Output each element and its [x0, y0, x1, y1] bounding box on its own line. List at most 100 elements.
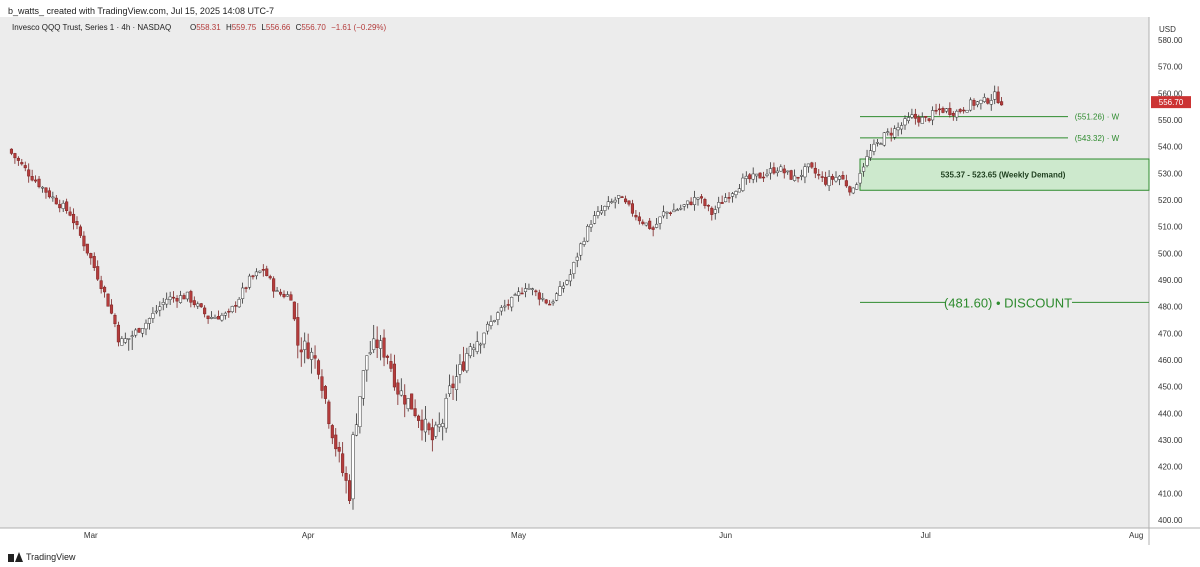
- candle: [496, 311, 500, 326]
- candle-body: [813, 167, 817, 174]
- candle-body: [720, 202, 724, 204]
- candle: [913, 108, 917, 125]
- candle-body: [572, 262, 576, 275]
- candle: [565, 279, 569, 286]
- x-tick-label: May: [511, 531, 526, 540]
- candle: [354, 413, 358, 437]
- candle: [165, 292, 169, 308]
- y-tick-label: 560.00: [1158, 89, 1183, 98]
- candle-body: [399, 390, 403, 396]
- candle-body: [168, 296, 172, 300]
- candle-body: [955, 110, 959, 118]
- candle-body: [268, 276, 272, 279]
- candle: [113, 313, 117, 328]
- candle: [23, 161, 27, 172]
- candle: [37, 176, 41, 189]
- candle: [686, 200, 690, 209]
- candle: [147, 317, 151, 330]
- candle: [603, 205, 607, 216]
- candle: [20, 158, 24, 166]
- candle: [931, 106, 935, 126]
- candle-body: [793, 175, 797, 181]
- x-tick-label: Aug: [1129, 531, 1143, 540]
- candle: [924, 115, 928, 122]
- candle-body: [903, 118, 907, 126]
- candle-body: [986, 98, 990, 104]
- candle-body: [630, 203, 635, 214]
- candle-body: [762, 176, 766, 179]
- candle-body: [779, 166, 783, 172]
- candle-body: [365, 355, 369, 371]
- candle: [327, 399, 331, 429]
- candle: [144, 319, 148, 336]
- candle-body: [75, 221, 79, 226]
- candle: [285, 291, 289, 297]
- candle: [610, 198, 614, 204]
- candle: [927, 117, 931, 123]
- candle: [858, 169, 862, 187]
- candle: [572, 261, 576, 279]
- candle-body: [223, 312, 227, 316]
- candle-body: [172, 296, 176, 299]
- candle-body: [810, 162, 814, 168]
- candle-body: [858, 173, 862, 184]
- candle: [203, 305, 207, 318]
- candle: [99, 275, 103, 294]
- candle-body: [686, 200, 690, 205]
- candle-body: [634, 215, 638, 218]
- candle: [831, 173, 835, 186]
- candle-body: [351, 434, 355, 500]
- candle: [206, 315, 210, 324]
- candle-body: [137, 328, 141, 333]
- candle: [234, 301, 238, 313]
- candle-body: [406, 398, 410, 410]
- candle-body: [61, 202, 65, 209]
- candle-body: [427, 423, 431, 431]
- weekly-demand-zone[interactable]: [859, 158, 1150, 191]
- high-value: 559.75: [232, 23, 257, 32]
- candle-body: [982, 97, 986, 102]
- footer-brand: TradingView: [26, 552, 76, 562]
- candle: [765, 168, 769, 178]
- candle: [406, 398, 410, 412]
- candle: [875, 139, 879, 147]
- candle: [92, 252, 96, 271]
- candle: [40, 186, 45, 193]
- candle-body: [468, 346, 472, 357]
- candle-body: [454, 376, 459, 390]
- candle: [279, 288, 283, 297]
- candle-body: [610, 201, 614, 204]
- candle-body: [517, 291, 521, 296]
- candle-body: [510, 296, 514, 308]
- candle-body: [689, 201, 693, 205]
- candle-body: [523, 288, 528, 292]
- candle: [710, 206, 714, 221]
- candle: [241, 282, 245, 304]
- candle-body: [896, 127, 900, 131]
- candle-body: [72, 213, 76, 224]
- candle: [78, 224, 83, 238]
- candle-body: [613, 199, 617, 203]
- candle-body: [279, 291, 283, 295]
- candle-body: [444, 398, 448, 429]
- price-chart[interactable]: 535.37 - 523.65 (Weekly Demand) (551.26)…: [0, 17, 1200, 545]
- candle: [265, 265, 269, 277]
- candle: [106, 293, 110, 307]
- candle-body: [889, 132, 893, 136]
- candle-body: [165, 298, 169, 305]
- candle-body: [392, 363, 396, 388]
- candle: [168, 291, 172, 305]
- candle: [513, 292, 517, 296]
- candle-body: [831, 176, 835, 180]
- candle: [82, 231, 86, 252]
- candle: [44, 187, 48, 199]
- candle-body: [972, 99, 976, 106]
- candle-body: [589, 224, 593, 228]
- chart-panel[interactable]: 535.37 - 523.65 (Weekly Demand) (551.26)…: [0, 17, 1200, 545]
- candle-body: [772, 167, 776, 174]
- candle-body: [227, 310, 231, 313]
- candle: [879, 142, 883, 145]
- candle: [103, 285, 107, 298]
- candle-body: [886, 131, 890, 133]
- candle-body: [737, 188, 741, 193]
